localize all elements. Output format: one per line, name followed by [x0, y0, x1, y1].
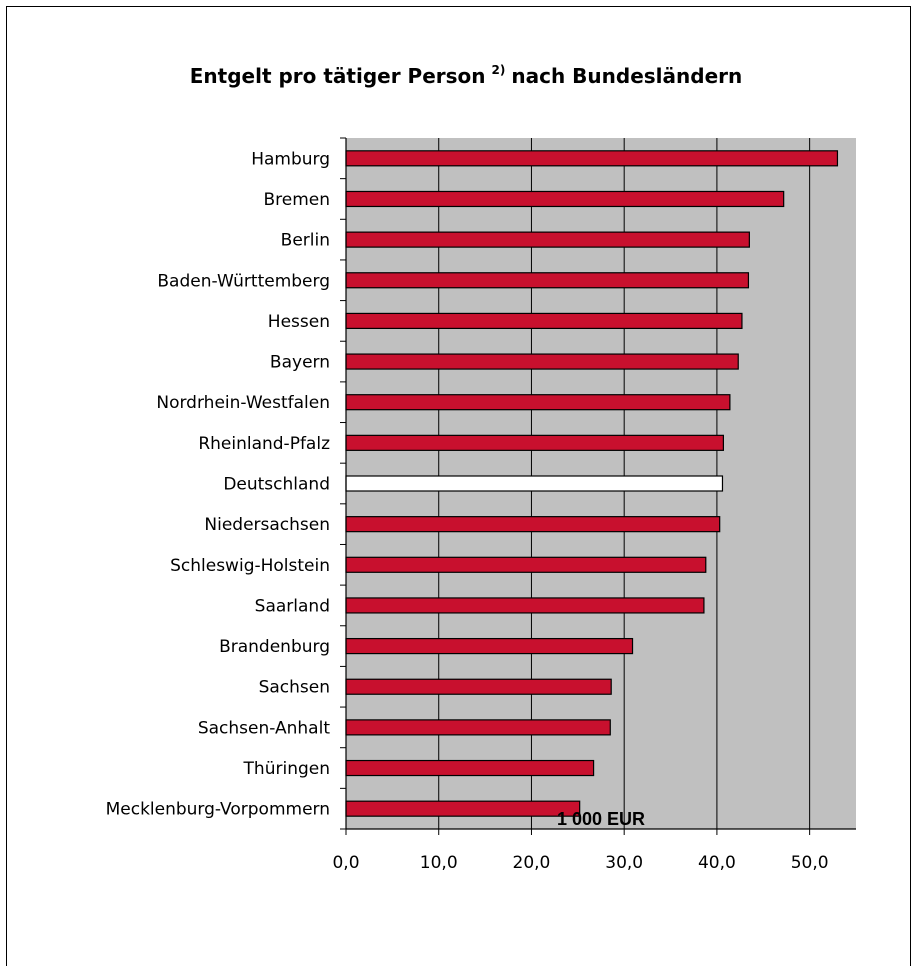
bar [345, 272, 750, 289]
category-label: Rheinland-Pfalz [198, 434, 330, 454]
x-axis-title: 1 000 EUR [557, 809, 645, 829]
x-tick-label: 0,0 [332, 853, 359, 873]
bar [345, 516, 721, 533]
category-label: Sachsen-Anhalt [198, 718, 330, 738]
bar [345, 150, 839, 167]
category-label: Sachsen [259, 678, 330, 698]
category-label: Hessen [268, 312, 330, 332]
category-label: Deutschland [223, 475, 330, 495]
bar [345, 637, 634, 655]
x-tick-label: 40,0 [698, 853, 736, 873]
x-tick-label: 20,0 [513, 853, 551, 873]
x-tick-label: 50,0 [791, 853, 829, 873]
x-tick-label: 30,0 [605, 853, 643, 873]
bar [345, 231, 750, 248]
bar [345, 190, 785, 208]
category-label: Saarland [255, 596, 330, 616]
bar [345, 475, 724, 492]
category-label: Schleswig-Holstein [170, 556, 330, 576]
bar [345, 394, 731, 411]
category-label: Bremen [263, 190, 330, 210]
bar [345, 556, 707, 573]
chart-title-superscript: 2) [492, 63, 506, 77]
category-label: Mecklenburg-Vorpommern [106, 800, 330, 820]
chart-title-main: Entgelt pro tätiger Person [190, 64, 486, 88]
bar [345, 719, 611, 736]
bar [345, 759, 595, 777]
bar [345, 353, 739, 370]
bar [345, 597, 705, 614]
category-label: Niedersachsen [204, 515, 330, 535]
category-label: Baden-Württemberg [157, 271, 330, 291]
category-label: Berlin [281, 231, 330, 251]
category-label: Hamburg [251, 149, 330, 169]
bar [345, 800, 581, 817]
chart-title: Entgelt pro tätiger Person 2) nach Bundesl… [190, 63, 742, 88]
category-label: Bayern [270, 353, 330, 373]
chart-frame [6, 6, 911, 966]
x-tick-labels: 0,0 10,0 20,0 30,0 40,0 50,0 [332, 853, 828, 873]
x-tick-label: 10,0 [420, 853, 458, 873]
category-label: Nordrhein-Westfalen [156, 393, 330, 413]
category-label: Thüringen [243, 759, 330, 779]
bar [345, 312, 743, 330]
bar [345, 678, 612, 695]
chart-title-suffix: nach Bundesländern [511, 64, 742, 88]
bar [345, 434, 724, 451]
category-labels: Hamburg Bremen Berlin Baden-Württemberg Hess… [106, 149, 331, 819]
category-label: Brandenburg [219, 637, 330, 657]
axes [340, 137, 856, 835]
